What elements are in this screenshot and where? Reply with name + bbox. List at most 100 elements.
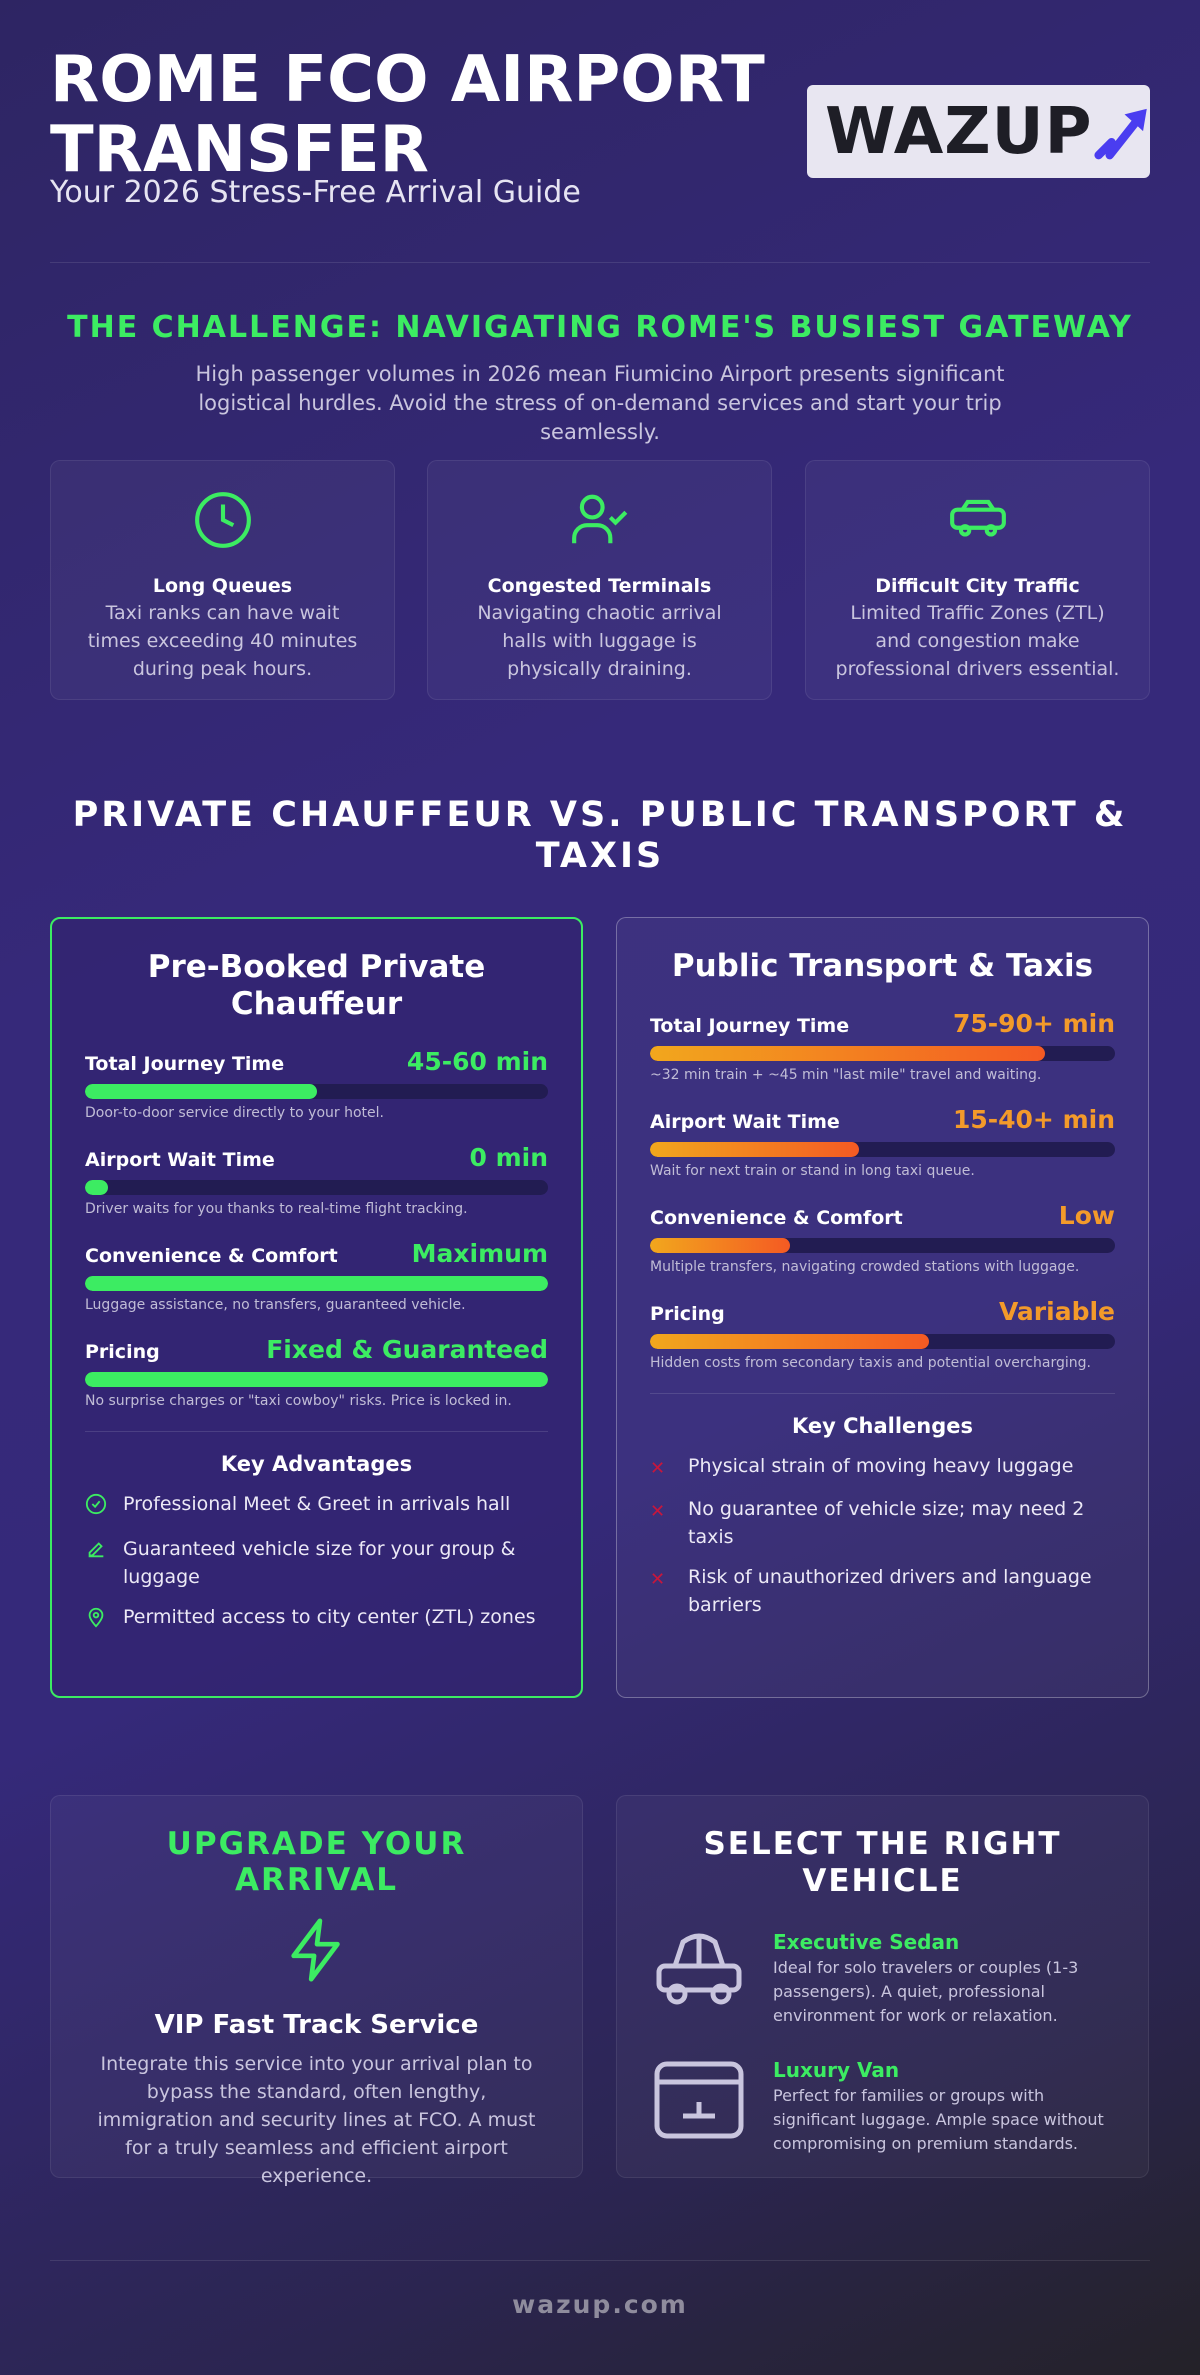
cross-icon: ✕ [650, 1458, 666, 1479]
metric-value: 45-60 min [406, 1047, 548, 1076]
list-text: Permitted access to city center (ZTL) zo… [123, 1606, 536, 1628]
user-icon [571, 494, 627, 544]
metric-label: Total Journey Time [85, 1053, 285, 1075]
card-title: Long Queues [152, 575, 293, 597]
subtitle: Your 2026 Stress-Free Arrival Guide [50, 175, 581, 210]
clock-icon [194, 492, 251, 548]
challenge-card: Congested Terminals Navigating chaotic a… [427, 460, 772, 700]
public-column: Public Transport & Taxis Total Journey T… [616, 917, 1149, 1698]
metric-note: Hidden costs from secondary taxis and po… [650, 1355, 1092, 1371]
divider [50, 2260, 1150, 2261]
list-text: Professional Meet & Greet in arrivals ha… [123, 1493, 511, 1515]
metric: Airport Wait Time 0 min Driver waits for y… [85, 1143, 548, 1217]
metric-label: Airport Wait Time [650, 1111, 840, 1133]
bar-fill [85, 1276, 548, 1291]
metric-label: Pricing [85, 1341, 160, 1363]
bar-track [85, 1180, 548, 1195]
metric-value: Maximum [411, 1239, 548, 1268]
challenge-card: Difficult City Traffic Limited Traffic Z… [805, 460, 1150, 700]
bar-track [650, 1046, 1115, 1061]
comparison-heading: PRIVATE CHAUFFEUR VS. PUBLIC TRANSPORT &… [72, 795, 1128, 876]
logo: WAZUP [807, 85, 1150, 178]
metric-label: Airport Wait Time [85, 1149, 275, 1171]
bar-track [85, 1276, 548, 1291]
separator [85, 1431, 548, 1432]
list-text: Risk of unauthorized drivers and languag… [688, 1566, 1092, 1616]
metric-value: 15-40+ min [952, 1105, 1115, 1134]
vehicle-item: Luxury Van Perfect for families or groups… [651, 2058, 1114, 2156]
cross-icon: ✕ [650, 1501, 666, 1522]
private-column: Pre-Booked Private Chauffeur Total Journ… [50, 917, 583, 1698]
van-icon [654, 2061, 744, 2139]
vehicle-text: Perfect for families or groups with sign… [773, 2086, 1104, 2153]
metric-note: Door-to-door service directly to your ho… [85, 1105, 384, 1121]
vehicle-heading: SELECT THE RIGHT VEHICLE [703, 1826, 1062, 1899]
metric-value: 0 min [469, 1143, 548, 1172]
list-item: Guaranteed vehicle size for your group &… [85, 1535, 548, 1591]
metric-note: Multiple transfers, navigating crowded s… [650, 1259, 1080, 1275]
challenge-card: Long Queues Taxi ranks can have wait tim… [50, 460, 395, 700]
metric-note: No surprise charges or "taxi cowboy" ris… [85, 1393, 512, 1409]
sedan-icon [656, 1933, 742, 2005]
list-text: Guaranteed vehicle size for your group &… [123, 1538, 516, 1588]
bar-track [650, 1142, 1115, 1157]
metric-value: Fixed & Guaranteed [266, 1335, 548, 1364]
logo-text: WAZUP [825, 94, 1093, 169]
bar-fill [650, 1334, 929, 1349]
challenge-intro: High passenger volumes in 2026 mean Fium… [195, 362, 1005, 444]
metric-value: Variable [998, 1297, 1115, 1326]
title: ROME FCO AIRPORT TRANSFER [50, 43, 765, 187]
metric: Airport Wait Time 15-40+ min Wait for next… [650, 1105, 1115, 1179]
metric-row: Airport Wait Time 15-40+ min [650, 1105, 1115, 1134]
vehicle-item: Executive Sedan Ideal for solo travelers … [651, 1930, 1114, 2028]
bar-track [650, 1334, 1115, 1349]
separator [650, 1393, 1115, 1394]
car-icon [949, 499, 1006, 537]
card-title: Difficult City Traffic [875, 575, 1080, 597]
check-icon [85, 1535, 109, 1591]
vehicle-name: Executive Sedan [773, 1930, 960, 1954]
service-text: Integrate this service into your arrival… [97, 2053, 536, 2187]
column-title: Public Transport & Taxis [671, 948, 1094, 984]
bar-fill [650, 1238, 790, 1253]
metrics: Total Journey Time 75-90+ min ~32 min trai… [650, 1009, 1115, 1371]
bar-fill [650, 1046, 1046, 1061]
card-text: Navigating chaotic arrival halls with lu… [477, 602, 722, 680]
service-title: VIP Fast Track Service [154, 2010, 479, 2040]
bar-fill [85, 1084, 317, 1099]
footer: wazup.com [512, 2290, 688, 2319]
metric-note: Luggage assistance, no transfers, guaran… [85, 1297, 466, 1313]
card-text: Limited Traffic Zones (ZTL) and congesti… [835, 602, 1120, 680]
challenge-heading: THE CHALLENGE: NAVIGATING ROME'S BUSIEST… [67, 310, 1133, 345]
list-item: Permitted access to city center (ZTL) zo… [85, 1603, 548, 1636]
card-text: Taxi ranks can have wait times exceeding… [87, 602, 358, 680]
vehicle-text: Ideal for solo travelers or couples (1-3… [773, 1958, 1079, 2025]
metric-row: Pricing Variable [650, 1297, 1115, 1326]
list-item: ✕ Physical strain of moving heavy luggage [650, 1452, 1115, 1483]
metrics: Total Journey Time 45-60 min Door-to-door … [85, 1047, 548, 1409]
metric: Convenience & Comfort Maximum Luggage assi… [85, 1239, 548, 1313]
metric-note: Wait for next train or stand in long tax… [650, 1163, 975, 1179]
vehicle-card: SELECT THE RIGHT VEHICLE Executive Sedan… [616, 1795, 1149, 2178]
bar-track [85, 1372, 548, 1387]
metric-label: Convenience & Comfort [85, 1245, 338, 1267]
list-item: ✕ No guarantee of vehicle size; may need … [650, 1495, 1115, 1551]
list-text: No guarantee of vehicle size; may need 2… [688, 1498, 1085, 1548]
bar-track [85, 1084, 548, 1099]
metric-row: Airport Wait Time 0 min [85, 1143, 548, 1172]
bolt-icon [290, 1918, 340, 1982]
bar-track [650, 1238, 1115, 1253]
metric-note: Driver waits for you thanks to real-time… [85, 1201, 468, 1217]
bar-fill [85, 1372, 548, 1387]
metric-row: Convenience & Comfort Maximum [85, 1239, 548, 1268]
metric-note: ~32 min train + ~45 min "last mile" trav… [650, 1067, 1042, 1083]
list: Professional Meet & Greet in arrivals ha… [85, 1490, 548, 1636]
metric: Convenience & Comfort Low Multiple transfe… [650, 1201, 1115, 1275]
metric-row: Convenience & Comfort Low [650, 1201, 1115, 1230]
metric-row: Total Journey Time 45-60 min [85, 1047, 548, 1076]
check-icon [85, 1490, 109, 1523]
metric: Total Journey Time 75-90+ min ~32 min trai… [650, 1009, 1115, 1083]
metric-label: Pricing [650, 1303, 725, 1325]
list-item: ✕ Risk of unauthorized drivers and langua… [650, 1563, 1115, 1619]
metric-label: Convenience & Comfort [650, 1207, 903, 1229]
